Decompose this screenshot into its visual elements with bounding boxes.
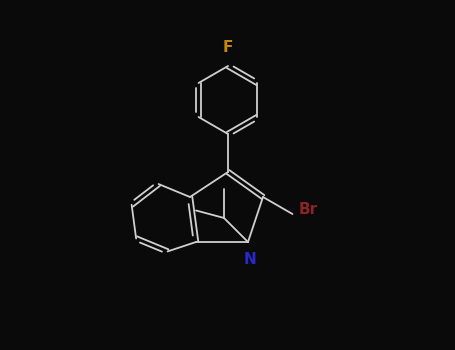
Text: N: N [243,252,256,267]
Text: F: F [223,40,233,55]
Text: Br: Br [298,203,318,217]
